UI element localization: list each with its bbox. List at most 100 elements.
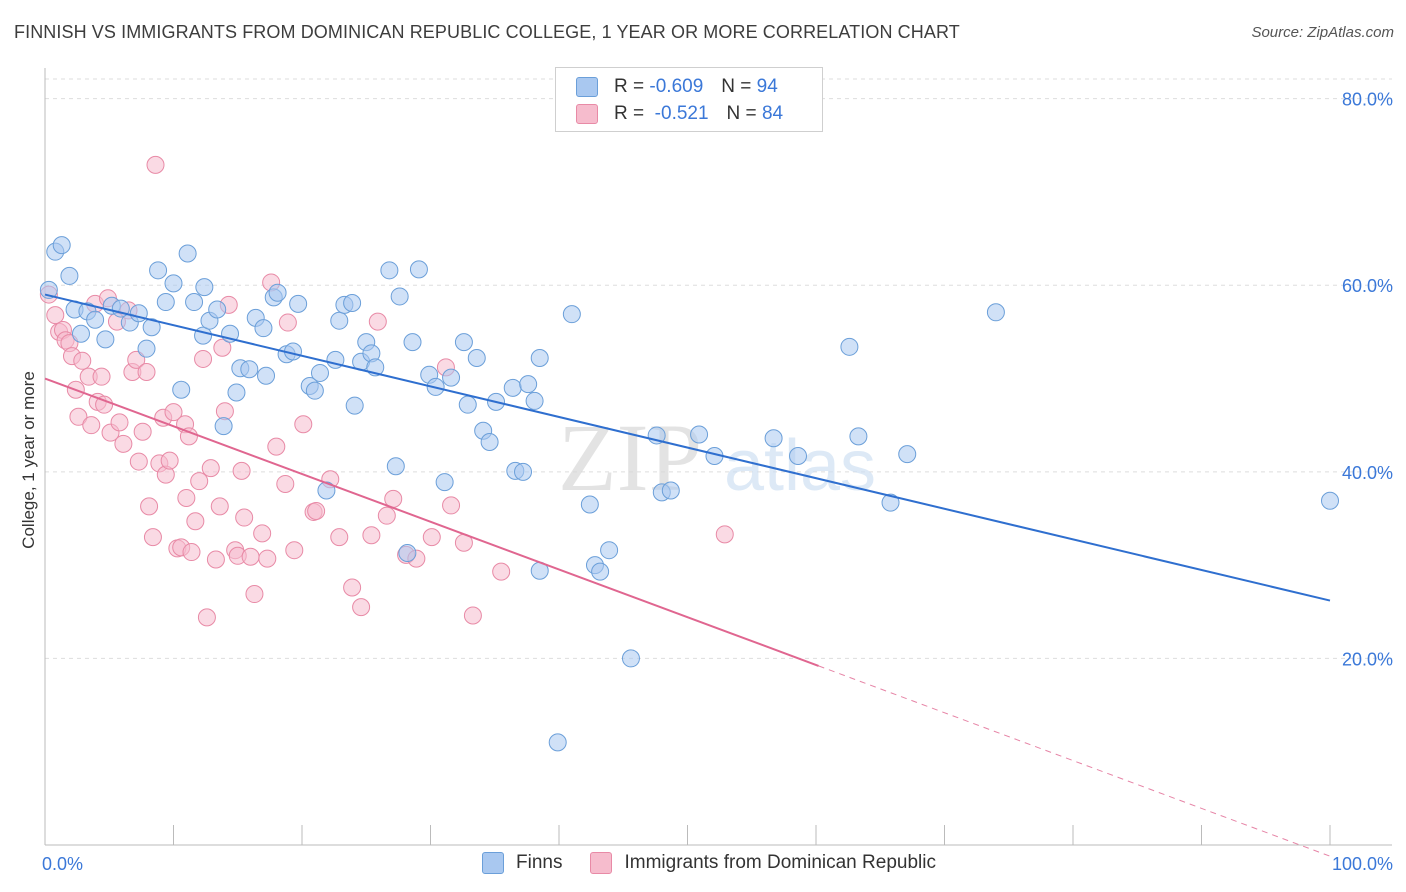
legend-item-finns: Finns — [482, 852, 562, 874]
finns-point — [317, 481, 336, 500]
dominican-point — [114, 434, 133, 453]
dominican-point — [129, 452, 148, 471]
dominican-point — [140, 497, 159, 516]
finns-point — [390, 287, 409, 306]
legend-dominican-label: Immigrants from Dominican Republic — [624, 852, 936, 873]
finns-point — [185, 293, 204, 312]
finns-trend-line — [44, 293, 1331, 602]
finns-point — [898, 445, 917, 464]
finns-point — [435, 473, 454, 492]
finns-point — [257, 366, 276, 385]
finns-point — [227, 383, 246, 402]
legend-finns-label: Finns — [516, 852, 563, 873]
finns-point — [398, 543, 417, 562]
dominican-n-value: 84 — [761, 103, 784, 124]
dominican-point — [245, 585, 264, 604]
finns-point — [442, 368, 461, 387]
dominican-swatch — [576, 104, 598, 124]
finns-swatch — [576, 77, 598, 97]
finns-point — [254, 319, 273, 338]
dominican-point — [330, 528, 349, 547]
dominican-trend-line — [44, 377, 819, 667]
finns-point — [562, 305, 581, 324]
dominican-point — [352, 598, 371, 617]
finns-point — [172, 380, 191, 399]
finns-point — [71, 324, 90, 343]
trend-lines — [44, 293, 1331, 857]
legend-dominican-swatch — [590, 852, 613, 874]
dominican-point — [241, 547, 260, 566]
watermark-zip: ZIP — [558, 404, 702, 511]
dominican-point — [160, 451, 179, 470]
finns-point — [458, 395, 477, 414]
dominican-point — [179, 427, 198, 446]
dominican-r-value: -0.521 — [654, 103, 709, 124]
finns-point — [142, 318, 161, 337]
dominican-point — [194, 349, 213, 368]
finns-point — [403, 333, 422, 352]
dominican-point — [258, 549, 277, 568]
dominican-point — [235, 508, 254, 527]
dominican-point — [267, 437, 286, 456]
finns-point — [690, 425, 709, 444]
finns-point — [52, 236, 71, 255]
finns-point — [661, 481, 680, 500]
dominican-point — [133, 422, 152, 441]
dominican-point — [143, 528, 162, 547]
axes — [44, 68, 1392, 846]
finns-point — [214, 417, 233, 436]
dominican-point — [137, 363, 156, 382]
finns-r-value: -0.609 — [649, 76, 704, 97]
finns-point — [514, 462, 533, 481]
dominican-point — [492, 562, 511, 581]
finns-point — [330, 311, 349, 330]
finns-point — [289, 294, 308, 313]
finns-point — [156, 293, 175, 312]
finns-n-label: N = — [721, 76, 752, 97]
dominican-point — [73, 351, 92, 370]
dominican-point — [164, 403, 183, 422]
dominican-point — [146, 155, 165, 174]
finns-point — [548, 733, 567, 752]
finns-point — [454, 333, 473, 352]
dominican-n-label: N = — [726, 103, 757, 124]
chart-title: FINNISH VS IMMIGRANTS FROM DOMINICAN REP… — [14, 22, 960, 42]
dominican-point — [197, 608, 216, 627]
finns-point — [503, 378, 522, 397]
finns-point — [986, 303, 1005, 322]
finns-point — [305, 381, 324, 400]
y-tick-label: 40.0% — [1342, 463, 1393, 483]
x-tick-label-max: 100.0% — [1332, 854, 1393, 874]
finns-point — [600, 541, 619, 560]
y-axis-label: College, 1 year or more — [19, 371, 38, 549]
legend-row-finns: R = -0.609 N = 94 — [576, 74, 778, 100]
y-tick-label: 20.0% — [1342, 649, 1393, 669]
dominican-point — [46, 306, 65, 325]
dominican-point — [368, 312, 387, 331]
finns-point — [149, 261, 168, 280]
y-tick-label: 80.0% — [1342, 90, 1393, 110]
finns-point — [409, 260, 428, 279]
x-tick-label-min: 0.0% — [42, 854, 83, 874]
finns-point — [178, 244, 197, 263]
finns-point — [580, 495, 599, 514]
finns-point — [345, 396, 364, 415]
tick-labels: 20.0% 40.0% 60.0% 80.0% 0.0% 100.0% — [42, 90, 1393, 874]
dominican-point — [294, 415, 313, 434]
dominican-point — [213, 338, 232, 357]
dominican-point — [278, 313, 297, 332]
dominican-point — [201, 459, 220, 478]
finns-point — [60, 266, 79, 285]
dominican-point — [190, 472, 209, 491]
dominican-trend-extension — [818, 665, 1331, 857]
finns-point — [881, 493, 900, 512]
finns-point — [525, 391, 544, 410]
dominican-point — [442, 496, 461, 515]
dominican-point — [92, 367, 111, 386]
dominican-point — [307, 502, 326, 521]
dominican-point — [377, 506, 396, 525]
y-tick-label: 60.0% — [1342, 276, 1393, 296]
dominican-point — [285, 541, 304, 560]
dominican-point — [177, 488, 196, 507]
source-label: Source: ZipAtlas.com — [1251, 24, 1394, 41]
